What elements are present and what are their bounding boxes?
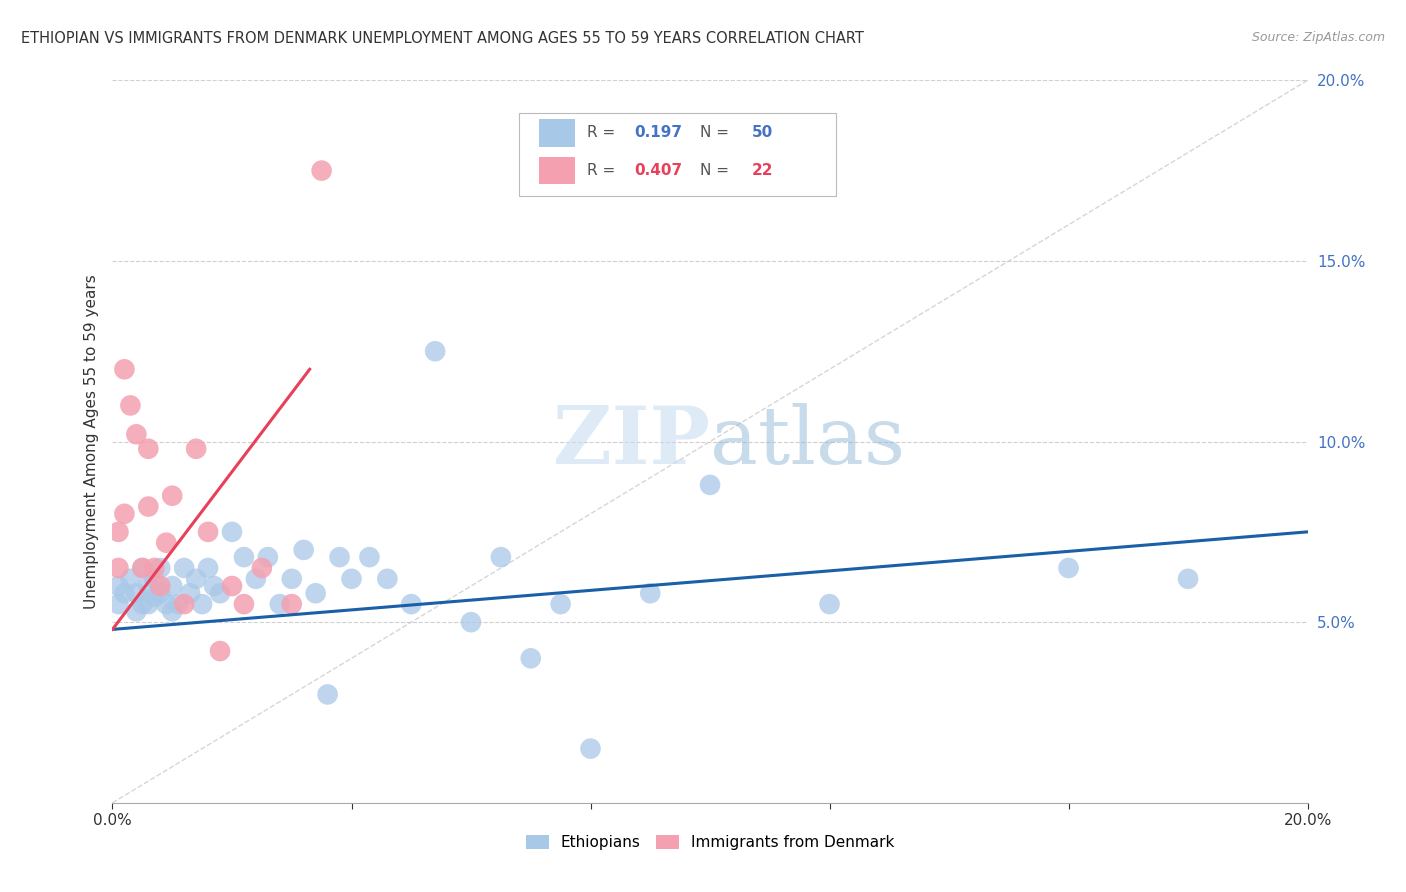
- Text: ZIP: ZIP: [553, 402, 710, 481]
- Point: [191, 597, 214, 611]
- Point: [202, 579, 225, 593]
- Point: [120, 572, 142, 586]
- Point: [173, 561, 195, 575]
- Point: [186, 442, 208, 456]
- Point: [131, 561, 153, 575]
- Point: [162, 489, 183, 503]
- Point: [162, 604, 183, 618]
- Text: 22: 22: [752, 163, 773, 178]
- Point: [250, 561, 273, 575]
- Point: [167, 597, 190, 611]
- Point: [173, 597, 195, 611]
- Point: [489, 550, 512, 565]
- FancyBboxPatch shape: [538, 119, 575, 146]
- Point: [377, 572, 399, 586]
- Point: [311, 163, 333, 178]
- Text: N =: N =: [700, 125, 734, 140]
- Point: [1057, 561, 1080, 575]
- Point: [257, 550, 280, 565]
- Point: [138, 500, 160, 514]
- Point: [340, 572, 363, 586]
- Point: [359, 550, 381, 565]
- Point: [125, 604, 148, 618]
- Text: 0.407: 0.407: [634, 163, 683, 178]
- Point: [149, 579, 172, 593]
- Point: [425, 344, 447, 359]
- Point: [114, 362, 135, 376]
- Point: [149, 561, 172, 575]
- Point: [316, 687, 339, 701]
- Point: [120, 398, 142, 412]
- Point: [155, 535, 177, 549]
- Point: [162, 579, 183, 593]
- Point: [221, 579, 243, 593]
- Point: [131, 561, 153, 575]
- Text: atlas: atlas: [710, 402, 905, 481]
- Point: [114, 507, 135, 521]
- FancyBboxPatch shape: [538, 157, 575, 185]
- Point: [1177, 572, 1199, 586]
- Point: [233, 597, 256, 611]
- Point: [233, 550, 256, 565]
- Text: R =: R =: [586, 163, 620, 178]
- Point: [197, 524, 219, 539]
- Point: [125, 586, 148, 600]
- Point: [143, 572, 166, 586]
- Point: [138, 442, 160, 456]
- Point: [292, 542, 315, 557]
- FancyBboxPatch shape: [519, 112, 835, 196]
- Text: R =: R =: [586, 125, 620, 140]
- Point: [209, 586, 232, 600]
- Point: [155, 597, 177, 611]
- Point: [114, 586, 135, 600]
- Point: [197, 561, 219, 575]
- Point: [818, 597, 841, 611]
- Point: [245, 572, 267, 586]
- Point: [125, 427, 148, 442]
- Point: [107, 579, 129, 593]
- Point: [221, 524, 243, 539]
- Point: [281, 597, 304, 611]
- Point: [131, 597, 153, 611]
- Text: 0.197: 0.197: [634, 125, 683, 140]
- Point: [179, 586, 201, 600]
- Point: [640, 586, 662, 600]
- Point: [149, 586, 172, 600]
- Point: [143, 590, 166, 604]
- Point: [520, 651, 543, 665]
- Point: [107, 561, 129, 575]
- Point: [269, 597, 291, 611]
- Point: [107, 524, 129, 539]
- Text: Source: ZipAtlas.com: Source: ZipAtlas.com: [1251, 31, 1385, 45]
- Point: [107, 597, 129, 611]
- Point: [699, 478, 721, 492]
- Y-axis label: Unemployment Among Ages 55 to 59 years: Unemployment Among Ages 55 to 59 years: [83, 274, 98, 609]
- Text: N =: N =: [700, 163, 734, 178]
- Text: ETHIOPIAN VS IMMIGRANTS FROM DENMARK UNEMPLOYMENT AMONG AGES 55 TO 59 YEARS CORR: ETHIOPIAN VS IMMIGRANTS FROM DENMARK UNE…: [21, 31, 863, 46]
- Point: [209, 644, 232, 658]
- Point: [401, 597, 423, 611]
- Point: [143, 561, 166, 575]
- Point: [305, 586, 328, 600]
- Point: [329, 550, 352, 565]
- Point: [460, 615, 482, 630]
- Point: [138, 597, 160, 611]
- Point: [550, 597, 572, 611]
- Point: [281, 572, 304, 586]
- Point: [138, 579, 160, 593]
- Point: [579, 741, 602, 756]
- Legend: Ethiopians, Immigrants from Denmark: Ethiopians, Immigrants from Denmark: [519, 830, 901, 856]
- Point: [186, 572, 208, 586]
- Text: 50: 50: [752, 125, 773, 140]
